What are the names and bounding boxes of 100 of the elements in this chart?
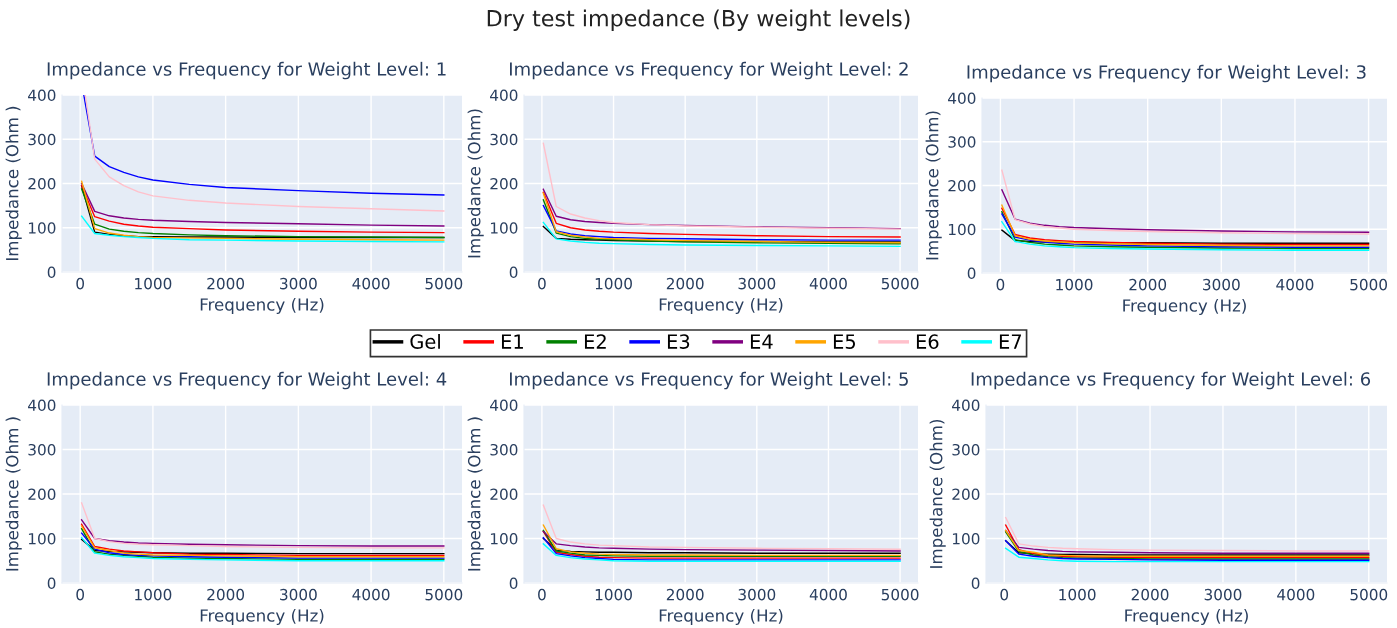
x-tick-label: 1000 bbox=[595, 588, 632, 601]
x-tick-label: 4000 bbox=[352, 588, 390, 601]
legend-label: E1 bbox=[501, 334, 523, 349]
x-tick-label: 1000 bbox=[135, 277, 172, 290]
line-series bbox=[1004, 516, 1370, 552]
line-series bbox=[80, 519, 445, 547]
x-tick-label: 5000 bbox=[1350, 588, 1388, 601]
x-tick-label: 3000 bbox=[1204, 588, 1242, 601]
x-axis-title: Frequency (Hz) bbox=[200, 297, 324, 315]
y-tick-label: 200 bbox=[28, 488, 56, 501]
x-tick-label: 1000 bbox=[135, 588, 172, 601]
legend-label: E7 bbox=[999, 334, 1022, 349]
y-tick-label: 400 bbox=[490, 89, 518, 102]
y-axis-title: Impedance (Ohm ) bbox=[5, 417, 22, 571]
line-series bbox=[1001, 169, 1370, 235]
y-tick-label: 100 bbox=[952, 532, 980, 545]
x-tick-label: 3000 bbox=[280, 277, 317, 290]
x-tick-label: 2000 bbox=[666, 277, 704, 290]
legend-label: E5 bbox=[833, 334, 855, 349]
y-tick-label: 400 bbox=[490, 399, 518, 412]
y-tick-label: 400 bbox=[28, 399, 56, 412]
x-tick-label: 3000 bbox=[1203, 278, 1240, 291]
line-series bbox=[1001, 189, 1370, 234]
x-tick-label: 0 bbox=[1000, 588, 1009, 601]
x-tick-label: 2000 bbox=[1131, 588, 1169, 601]
x-axis-title: Frequency (Hz) bbox=[1125, 608, 1248, 626]
y-tick-label: 200 bbox=[952, 488, 980, 501]
y-tick-label: 300 bbox=[28, 133, 56, 146]
x-tick-label: 1000 bbox=[1059, 588, 1096, 601]
x-tick-label: 0 bbox=[538, 277, 546, 290]
y-tick-label: 300 bbox=[28, 443, 56, 456]
y-tick-label: 100 bbox=[490, 222, 518, 234]
y-axis-title: Impedance (Ohm) bbox=[467, 109, 484, 258]
x-tick-label: 4000 bbox=[352, 277, 390, 290]
y-tick-label: 0 bbox=[971, 577, 980, 590]
y-tick-label: 0 bbox=[509, 266, 518, 279]
x-tick-label: 1000 bbox=[595, 277, 632, 290]
x-axis-title: Frequency (Hz) bbox=[659, 608, 783, 626]
x-tick-label: 0 bbox=[538, 588, 546, 601]
x-tick-label: 3000 bbox=[738, 277, 776, 290]
x-tick-label: 0 bbox=[996, 278, 1005, 291]
x-tick-label: 2000 bbox=[207, 277, 245, 290]
y-axis-title: Impedance (Ohm ) bbox=[467, 417, 484, 571]
line-series bbox=[542, 530, 901, 552]
x-tick-label: 5000 bbox=[425, 277, 463, 290]
chart-title: Impedance vs Frequency for Weight Level: 6 bbox=[971, 371, 1371, 390]
line-series bbox=[80, 215, 445, 243]
line-series bbox=[542, 537, 901, 554]
x-tick-label: 4000 bbox=[809, 277, 847, 290]
legend-label: E4 bbox=[750, 334, 773, 349]
chart-title: Impedance vs Frequency for Weight Level: 3 bbox=[967, 64, 1366, 83]
y-tick-label: 0 bbox=[509, 577, 518, 590]
line-series bbox=[1004, 540, 1370, 556]
x-tick-label: 3000 bbox=[738, 588, 776, 601]
x-tick-label: 1000 bbox=[1056, 278, 1093, 291]
x-axis-title: Frequency (Hz) bbox=[200, 608, 324, 626]
y-tick-label: 300 bbox=[490, 133, 518, 146]
y-tick-label: 200 bbox=[490, 177, 518, 190]
y-tick-label: 400 bbox=[948, 92, 976, 105]
x-axis-title: Frequency (Hz) bbox=[1123, 298, 1246, 316]
y-tick-label: 200 bbox=[490, 488, 518, 501]
legend-label: E3 bbox=[667, 334, 690, 349]
line-series bbox=[80, 502, 445, 549]
x-tick-label: 5000 bbox=[1350, 278, 1388, 291]
y-tick-label: 400 bbox=[28, 89, 56, 102]
line-series bbox=[542, 221, 901, 248]
line-series bbox=[80, 182, 445, 227]
chart-title: Impedance vs Frequency for Weight Level: 1 bbox=[47, 61, 446, 80]
y-tick-label: 400 bbox=[952, 399, 980, 412]
x-axis-title: Frequency (Hz) bbox=[659, 297, 783, 315]
line-series bbox=[542, 504, 901, 550]
line-series bbox=[80, 538, 445, 555]
x-tick-label: 0 bbox=[76, 277, 85, 290]
x-tick-label: 5000 bbox=[881, 277, 919, 290]
y-tick-label: 100 bbox=[948, 223, 976, 236]
y-tick-label: 200 bbox=[28, 177, 56, 190]
line-series bbox=[542, 543, 901, 562]
y-tick-label: 300 bbox=[948, 136, 976, 148]
legend-label: E6 bbox=[916, 334, 939, 349]
y-tick-label: 200 bbox=[948, 179, 976, 192]
y-axis-title: Impedance (Ohm) bbox=[925, 111, 942, 260]
chart-title: Impedance vs Frequency for Weight Level: 4 bbox=[47, 371, 447, 390]
legend-label: E2 bbox=[584, 334, 606, 349]
chart-title: Impedance vs Frequency for Weight Level: 2 bbox=[510, 61, 908, 80]
y-tick-label: 0 bbox=[47, 266, 56, 279]
x-tick-label: 2000 bbox=[1129, 278, 1167, 291]
line-series bbox=[1004, 540, 1370, 561]
line-series bbox=[542, 536, 901, 561]
y-tick-label: 300 bbox=[490, 443, 518, 456]
y-tick-label: 0 bbox=[47, 577, 56, 590]
x-tick-label: 2000 bbox=[666, 588, 704, 601]
x-tick-label: 4000 bbox=[1276, 278, 1314, 291]
chart-title: Impedance vs Frequency for Weight Level: 5 bbox=[510, 371, 908, 390]
y-tick-label: 100 bbox=[28, 532, 56, 545]
line-series bbox=[542, 142, 901, 230]
x-tick-label: 4000 bbox=[1277, 588, 1315, 601]
y-tick-label: 100 bbox=[490, 532, 518, 545]
y-axis-title: Impedance (Ohm ) bbox=[5, 106, 22, 260]
x-tick-label: 2000 bbox=[207, 588, 245, 601]
y-tick-label: 300 bbox=[952, 443, 980, 456]
